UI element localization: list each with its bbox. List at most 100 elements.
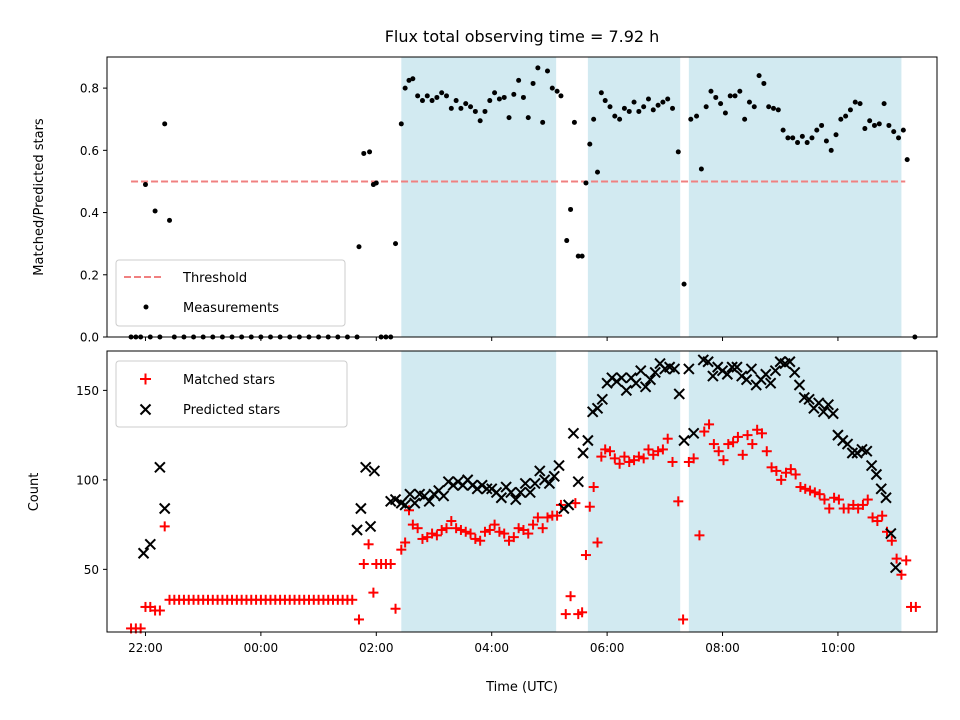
matched-star-marker: [347, 594, 358, 605]
predicted-star-marker: [784, 356, 796, 368]
measurement-point: [373, 180, 379, 186]
predicted-star-points: [137, 354, 902, 574]
measurement-point: [458, 105, 464, 111]
measurement-point: [482, 108, 488, 114]
predicted-star-marker: [683, 363, 695, 375]
measurement-point: [621, 105, 627, 111]
measurement-point: [660, 99, 666, 105]
measurement-point: [681, 281, 687, 287]
measurement-point: [558, 93, 564, 99]
matched-star-marker: [159, 521, 170, 532]
measurement-point: [896, 135, 902, 141]
matched-star-marker: [532, 512, 543, 523]
matched-star-marker: [596, 451, 607, 462]
predicted-star-marker: [615, 372, 628, 384]
measurement-point: [636, 108, 642, 114]
matched-star-marker: [667, 456, 678, 467]
measurement-point: [361, 150, 367, 156]
matched-star-marker: [465, 528, 476, 539]
predicted-star-marker: [154, 461, 166, 474]
matched-star-marker: [704, 419, 715, 430]
legend-predicted-label: Predicted stars: [183, 403, 280, 418]
matched-star-marker: [662, 433, 673, 444]
predicted-star-marker: [630, 377, 642, 389]
measurement-point: [771, 105, 777, 111]
predicted-star-marker: [596, 393, 609, 406]
measurement-point: [398, 121, 404, 127]
predicted-star-marker: [529, 477, 541, 490]
predicted-star-marker: [355, 502, 367, 515]
predicted-star-marker: [812, 397, 825, 409]
matched-star-marker: [732, 431, 743, 442]
predicted-star-marker: [351, 524, 363, 536]
matched-star-marker: [537, 523, 548, 534]
matched-star-marker: [588, 482, 599, 493]
matched-star-marker: [761, 446, 772, 457]
matched-star-marker: [446, 516, 457, 527]
shaded-interval: [401, 57, 557, 337]
matched-star-marker: [560, 609, 571, 620]
matched-star-marker: [633, 451, 644, 462]
matched-star-marker: [653, 446, 664, 457]
measurement-point: [819, 122, 825, 128]
measurement-point: [367, 149, 373, 155]
matched-star-marker: [699, 426, 710, 437]
chart-title: Flux total observing time = 7.92 h: [385, 27, 660, 46]
predicted-star-marker: [639, 381, 652, 393]
measurement-point: [587, 141, 593, 147]
shaded-interval: [587, 351, 681, 632]
measurement-point: [655, 102, 661, 108]
predicted-star-marker: [846, 447, 859, 459]
matched-star-marker: [513, 523, 524, 534]
matched-star-marker: [800, 483, 811, 494]
measurement-point: [742, 116, 748, 122]
predicted-star-marker: [364, 520, 377, 533]
measurement-point: [448, 105, 454, 111]
predicted-star-marker: [567, 427, 580, 440]
bottom-y-axis-label: Count: [27, 473, 42, 512]
predicted-star-marker: [827, 407, 839, 420]
y-tick-label: 100: [76, 473, 99, 487]
measurement-point: [780, 127, 786, 133]
matched-star-marker: [872, 516, 883, 527]
measurement-point: [511, 91, 517, 97]
measurement-point: [393, 241, 399, 247]
predicted-star-marker: [687, 427, 700, 440]
matched-star-marker: [910, 601, 921, 612]
predicted-star-marker: [399, 499, 411, 511]
predicted-star-marker: [885, 527, 897, 540]
matched-star-marker: [479, 526, 490, 537]
measurement-point: [641, 104, 647, 110]
predicted-star-marker: [673, 388, 685, 400]
matched-star-marker: [605, 446, 616, 457]
measurement-point: [142, 182, 148, 188]
matched-star-marker: [580, 550, 591, 561]
matched-star-marker: [475, 535, 486, 546]
predicted-star-marker: [543, 477, 556, 490]
y-tick-label: 0.4: [80, 206, 99, 220]
matched-star-points: [126, 419, 921, 634]
matched-star-marker: [552, 510, 563, 521]
measurement-point: [761, 80, 767, 86]
measurement-point: [886, 122, 892, 128]
matched-star-marker: [619, 451, 630, 462]
measurement-point: [862, 126, 868, 132]
matched-star-marker: [385, 558, 396, 569]
matched-star-marker: [460, 526, 471, 537]
measurement-point: [670, 105, 676, 111]
measurement-point: [722, 110, 728, 116]
predicted-star-marker: [889, 561, 902, 574]
measurement-point: [891, 129, 897, 135]
measurement-point: [823, 138, 829, 144]
predicted-star-marker: [404, 488, 416, 500]
measurement-point: [516, 77, 522, 83]
measurement-point: [631, 99, 637, 105]
matched-star-marker: [154, 605, 165, 616]
x-tick-label: 08:00: [705, 641, 740, 655]
matched-star-marker: [829, 492, 840, 503]
predicted-star-marker: [803, 393, 815, 406]
matched-star-marker: [494, 526, 505, 537]
measurement-point: [492, 90, 498, 96]
measurement-point: [698, 166, 704, 172]
matched-star-marker: [570, 498, 581, 509]
